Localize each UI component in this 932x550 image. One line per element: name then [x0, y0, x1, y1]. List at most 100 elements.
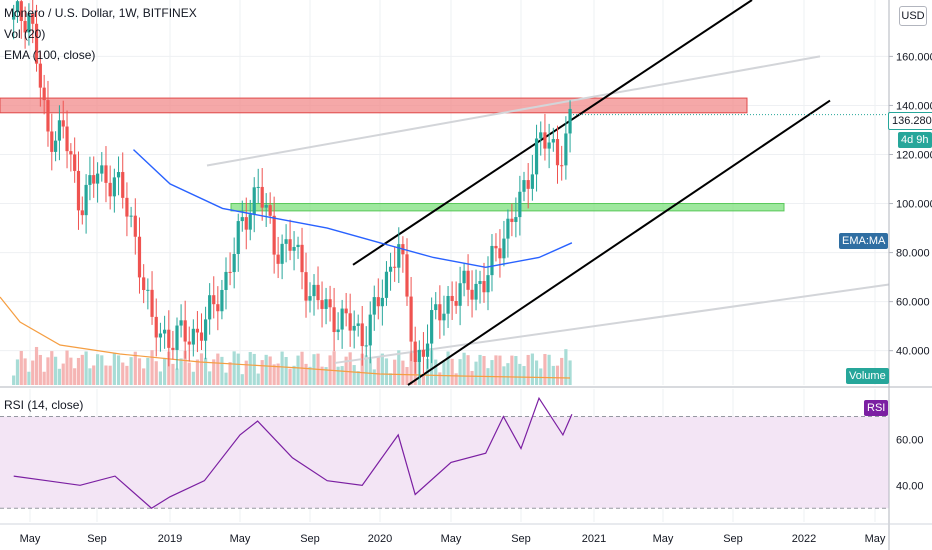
candle [560, 145, 564, 181]
candle [61, 100, 65, 139]
candle-body [388, 266, 393, 272]
volume-bar [534, 360, 539, 385]
candle-body [320, 300, 324, 309]
candle-body [308, 296, 312, 301]
last-price-tag: 136.280 [888, 112, 932, 130]
candle [328, 285, 332, 322]
volume-bar [236, 353, 240, 385]
candle-body [300, 244, 304, 273]
candle [393, 247, 397, 282]
currency-button[interactable]: USD [899, 6, 927, 26]
candle [348, 293, 352, 347]
ema-indicator-label[interactable]: EMA (100, close) [4, 48, 96, 62]
candle [478, 270, 482, 304]
candles-layer [12, 0, 572, 380]
candle-body [73, 154, 77, 171]
candle [216, 286, 220, 331]
candle [191, 319, 195, 357]
candle [380, 279, 384, 326]
candle-body [340, 308, 344, 330]
candle [116, 156, 121, 196]
volume-bar [547, 354, 551, 385]
candle-body [125, 197, 129, 217]
candle-body [54, 140, 58, 152]
candle [344, 292, 348, 327]
candle [356, 314, 360, 337]
price-tick-label: 100.000 [896, 199, 932, 211]
candle-body [502, 238, 506, 259]
drawing-layer[interactable] [206, 0, 890, 386]
volume-bar [260, 360, 264, 385]
volume-bar [73, 368, 77, 385]
candle-body [522, 180, 526, 192]
candle [50, 113, 54, 171]
channel-lower-line [407, 99, 831, 386]
candle-body [372, 297, 376, 315]
candle [490, 234, 494, 292]
price-tick-label: 80.000 [896, 248, 930, 260]
volume-bar [344, 356, 348, 385]
candle-body [547, 142, 551, 149]
price-tick-label: 60.000 [896, 297, 930, 309]
volume-bar [438, 372, 442, 385]
price-tick-label: 40.000 [896, 346, 930, 358]
volume-bar [175, 368, 179, 385]
volume-indicator-label[interactable]: Vol (20) [4, 27, 46, 41]
volume-bar [61, 363, 65, 385]
candle [518, 175, 522, 236]
candle-body [518, 191, 522, 218]
candle [320, 281, 324, 328]
candle-body [31, 13, 35, 24]
candle-body [69, 151, 73, 155]
volume-bar [296, 355, 300, 385]
candle-body [568, 108, 572, 134]
candle-body [129, 215, 133, 217]
candle-body [409, 296, 413, 342]
candle-body [252, 187, 256, 215]
candle-body [216, 304, 220, 312]
candle-body [276, 254, 280, 264]
time-tick-label: Sep [723, 533, 743, 545]
candle-body [506, 218, 510, 239]
candle-body [208, 295, 212, 320]
candle [203, 306, 208, 360]
candle [526, 163, 530, 209]
symbol-title[interactable]: Monero / U.S. Dollar, 1W, BITFINEX [4, 6, 197, 20]
volume-bar [518, 363, 522, 385]
volume-bar [244, 360, 248, 385]
candle-body [116, 172, 121, 178]
candle [430, 297, 434, 364]
volume-bar [430, 348, 434, 385]
volume-layer [0, 296, 572, 385]
candle-body [19, 1, 23, 21]
candle-body [405, 254, 409, 297]
volume-bar [84, 351, 88, 385]
candle [502, 220, 506, 267]
volume-bar [240, 374, 244, 385]
candle [498, 229, 502, 278]
volume-bar [121, 362, 125, 385]
candle [522, 171, 526, 202]
candle [425, 324, 430, 369]
candle-body [360, 323, 364, 347]
volume-bar [336, 366, 340, 385]
volume-bar [490, 360, 494, 385]
volume-bar [183, 350, 187, 385]
candle-body [564, 133, 568, 166]
candle-body [474, 283, 478, 300]
candle-body [236, 221, 240, 254]
candle-body [430, 310, 434, 344]
candle [38, 51, 42, 107]
candle [442, 295, 446, 336]
volume-bar [92, 365, 96, 385]
rsi-indicator-label[interactable]: RSI (14, close) [4, 398, 84, 412]
volume-bar [388, 373, 393, 385]
volume-bar [368, 358, 372, 385]
rsi-band [0, 416, 889, 509]
candle-body [454, 301, 458, 306]
candle-body [551, 139, 555, 143]
candle [352, 310, 356, 349]
volume-ma-line [0, 296, 571, 379]
